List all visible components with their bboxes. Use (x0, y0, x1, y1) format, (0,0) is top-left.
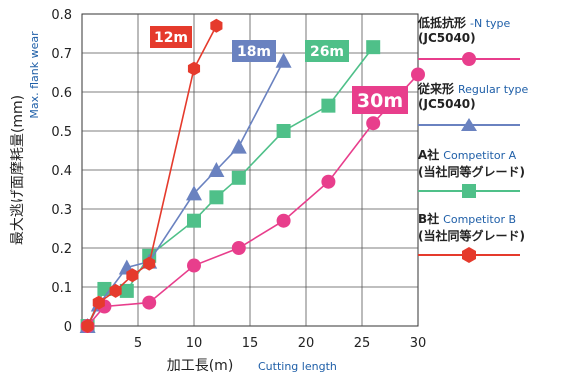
series-group (79, 18, 425, 333)
data-point (231, 241, 246, 255)
y-ticks: 0 0.1 0.2 0.3 0.4 0.5 0.6 0.7 0.8 (51, 8, 72, 335)
x-ticks: 5 10 15 20 25 30 (134, 336, 426, 351)
x-tick-label: 25 (354, 336, 371, 351)
data-point (321, 98, 336, 113)
data-point (208, 162, 225, 177)
legend-label-en: -N type (470, 17, 511, 30)
data-point (81, 319, 94, 333)
end-label-triangle: 18m (232, 40, 276, 62)
y-tick-label: 0.4 (51, 164, 72, 179)
data-point (231, 170, 246, 185)
legend-label-sub: (当社同等グレード) (418, 165, 525, 179)
data-point (97, 281, 112, 296)
end-label-text: 26m (310, 44, 344, 60)
end-labels: 12m 18m 26m 30m (150, 26, 408, 114)
y-axis-label-en: Max. flank wear (28, 31, 41, 119)
x-tick-label: 20 (298, 336, 315, 351)
y-tick-label: 0.7 (51, 47, 72, 62)
legend-label-en: Regular type (458, 83, 529, 96)
x-tick-label: 10 (186, 336, 203, 351)
data-point (126, 268, 139, 283)
data-point (109, 283, 122, 298)
legend-label-sub: (当社同等グレード) (418, 229, 525, 243)
data-point (411, 67, 425, 82)
end-label-hexagon: 12m (150, 26, 192, 48)
y-tick-label: 0.1 (51, 281, 72, 296)
legend-item-competitor-a: A社 Competitor A (当社同等グレード) (418, 146, 574, 198)
legend-swatch-circle (418, 52, 520, 66)
legend-label-en: Competitor A (443, 149, 517, 162)
x-axis-label-en: Cutting length (258, 360, 337, 373)
data-point (230, 138, 247, 154)
data-point (186, 185, 202, 201)
y-tick-label: 0 (64, 320, 72, 335)
end-label-circle: 30m (352, 86, 408, 114)
legend-label-jp: B社 (418, 212, 440, 226)
y-axis-label-jp: 最大逃げ面摩耗量(mm) (9, 95, 26, 245)
data-point (142, 295, 157, 310)
legend-item-regular-type: 従来形 Regular type (JC5040) (418, 80, 574, 131)
data-point (143, 256, 156, 271)
x-tick-label: 15 (242, 336, 259, 351)
legend-label-jp: 低抵抗形 (418, 16, 467, 30)
series-circle (80, 67, 425, 333)
data-point (210, 18, 223, 33)
data-point (276, 213, 291, 228)
data-point (187, 61, 201, 76)
data-point (209, 190, 224, 205)
data-point (321, 174, 336, 189)
legend-label-jp: 従来形 (418, 82, 455, 96)
data-point (275, 52, 292, 68)
y-tick-label: 0.3 (51, 203, 72, 218)
legend: 低抵抗形 -N type (JC5040) 従来形 Regular type (JC… (418, 0, 574, 376)
y-tick-label: 0.6 (51, 86, 72, 101)
x-axis-label-jp: 加工長(m) (167, 358, 234, 374)
y-tick-label: 0.2 (51, 242, 72, 257)
data-point (366, 40, 381, 55)
x-tick-label: 5 (134, 336, 142, 351)
legend-label-sub: (JC5040) (418, 97, 476, 111)
data-point (92, 295, 105, 310)
legend-label-en: Competitor B (443, 213, 517, 226)
x-tick-label: 30 (410, 336, 427, 351)
series-hexagon (81, 18, 223, 333)
end-label-text: 12m (154, 30, 188, 46)
end-label-text: 30m (357, 90, 403, 112)
end-label-square: 26m (305, 40, 349, 62)
legend-label-jp: A社 (418, 148, 440, 162)
data-point (187, 213, 201, 228)
legend-swatch-square (418, 184, 520, 198)
y-tick-label: 0.5 (51, 125, 72, 140)
end-label-text: 18m (237, 44, 271, 60)
legend-item-n-type: 低抵抗形 -N type (JC5040) (418, 14, 574, 66)
legend-item-competitor-b: B社 Competitor B (当社同等グレード) (418, 210, 574, 263)
legend-label-sub: (JC5040) (418, 31, 476, 45)
data-point (276, 124, 291, 138)
legend-swatch-hexagon (418, 247, 520, 263)
data-point (366, 116, 381, 131)
legend-swatch-triangle (418, 118, 520, 131)
data-point (187, 258, 201, 273)
y-tick-label: 0.8 (51, 8, 72, 23)
data-point (119, 283, 134, 298)
